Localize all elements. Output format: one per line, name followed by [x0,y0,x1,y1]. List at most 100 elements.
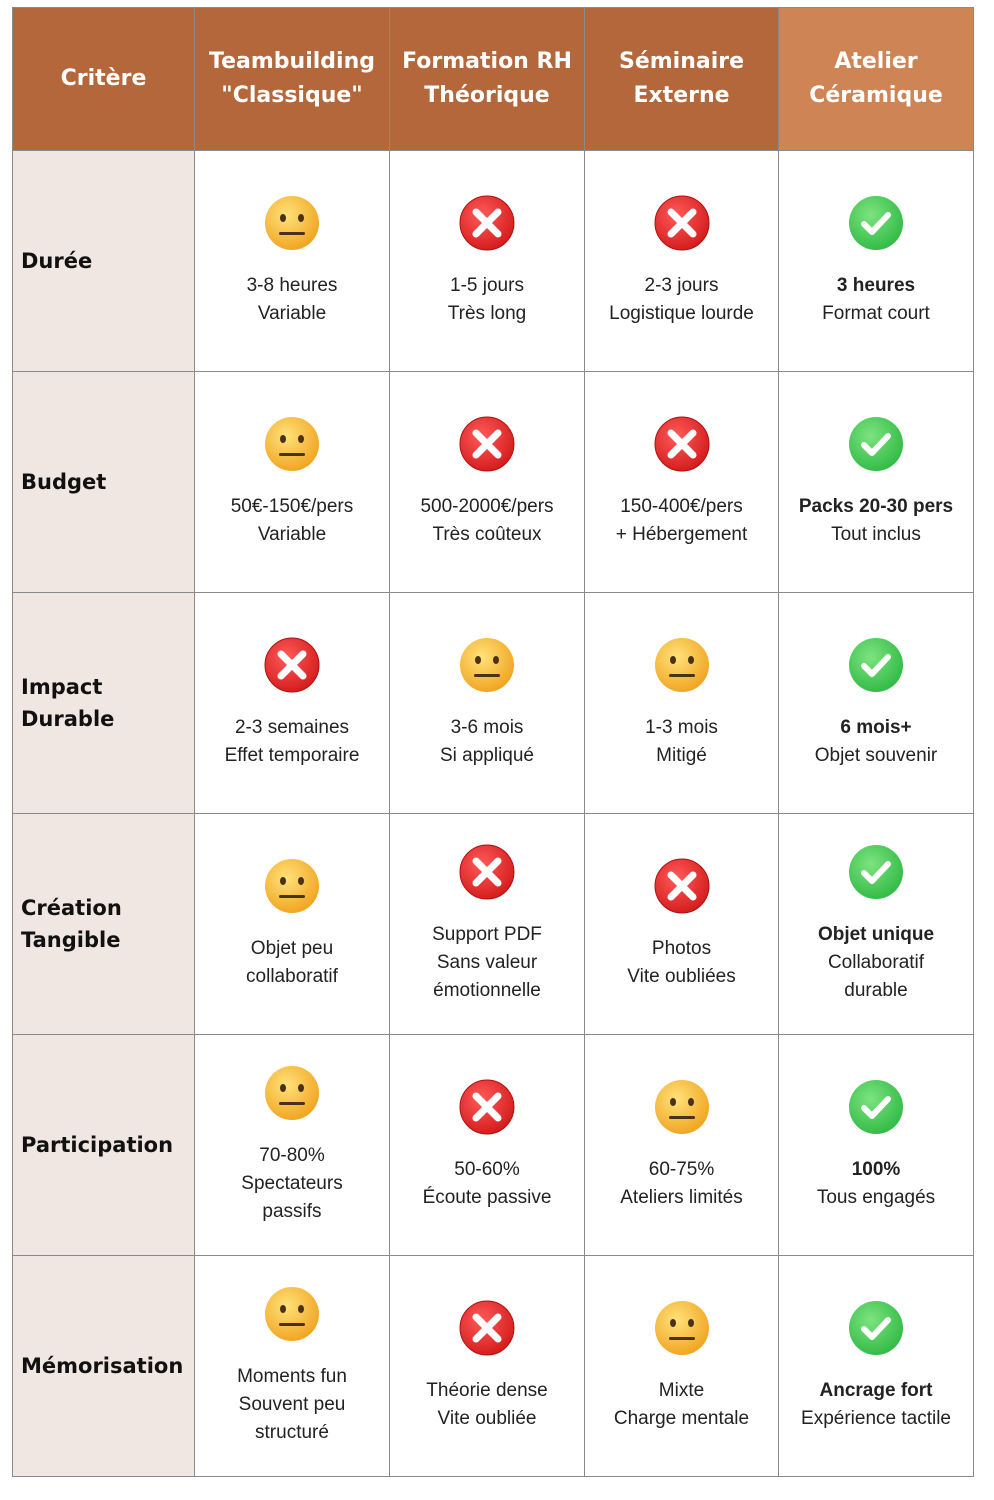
text-line: 100% [851,1159,901,1180]
header-cell: Formation RH Théorique [389,7,585,151]
row: Mémorisation Moments fun Souvent peu struc… [12,1255,974,1477]
text-line: 3-6 mois [450,717,524,738]
text-line: Support PDF [432,924,542,945]
row: Budget 50€-150€/pers Variable 500-2000€/p… [12,371,974,593]
row-label: Durée [12,150,195,372]
row: Participation 70-80% Spectateurs passifs 5… [12,1034,974,1256]
cell: 50€-150€/pers Variable [194,371,390,593]
text-line: Souvent peu [238,1394,346,1415]
neutral-icon [653,1299,711,1357]
text-line: Charge mentale [613,1408,750,1429]
text-line: 1-5 jours [450,275,524,296]
text-line: Céramique [809,83,943,108]
text-line: Spectateurs [241,1173,343,1194]
cell: Objet unique Collaboratif durable [778,813,974,1035]
text-line: Moments fun [237,1366,347,1387]
text-line: durable [844,980,908,1001]
text-line: Objet unique [817,924,935,945]
text-line: Mitigé [656,745,707,766]
cross-icon [653,194,711,252]
check-icon [847,1299,905,1357]
check-icon [847,194,905,252]
neutral-icon [263,1285,321,1343]
cross-icon [458,1078,516,1136]
header-cell: Séminaire Externe [584,7,779,151]
text-line: Atelier [834,49,918,74]
text-line: Logistique lourde [609,303,754,324]
cell: 2-3 semaines Effet temporaire [194,592,390,814]
text-line: 60-75% [648,1159,715,1180]
cell: 150-400€/pers + Hébergement [584,371,779,593]
cell: Mixte Charge mentale [584,1255,779,1477]
header-cell: Critère [12,7,195,151]
cross-icon [458,415,516,473]
cross-icon [458,1299,516,1357]
text-line: Teambuilding [209,49,375,74]
text-line: Théorie dense [426,1380,548,1401]
header-cell: Atelier Céramique [778,7,974,151]
row-label: Budget [12,371,195,593]
text-line: Objet souvenir [814,745,938,766]
text-line: Ateliers limités [620,1187,743,1208]
text-line: Séminaire [618,49,745,74]
comparison-table: Critère Teambuilding "Classique" Formatio… [12,7,974,1477]
text-line: 50€-150€/pers [230,496,354,517]
text-line: passifs [262,1201,322,1222]
text-line: Variable [257,303,327,324]
cell: 1-5 jours Très long [389,150,585,372]
cell: 3-8 heures Variable [194,150,390,372]
text-line: Budget [21,470,107,494]
text-line: Format court [822,303,930,324]
cross-icon [653,415,711,473]
cell: 50-60% Écoute passive [389,1034,585,1256]
header-cell: Teambuilding "Classique" [194,7,390,151]
cell: Moments fun Souvent peu structuré [194,1255,390,1477]
neutral-icon [458,636,516,694]
text-line: Création [21,896,122,920]
neutral-icon [263,194,321,252]
text-line: Mixte [658,1380,705,1401]
text-line: 3 heures [836,275,916,296]
text-line: Collaboratif [827,952,925,973]
cell: Packs 20-30 pers Tout inclus [778,371,974,593]
cell: 6 mois+ Objet souvenir [778,592,974,814]
row-label: Participation [12,1034,195,1256]
cell: 100% Tous engagés [778,1034,974,1256]
text-line: Écoute passive [422,1187,552,1208]
cell: 60-75% Ateliers limités [584,1034,779,1256]
cell: 3 heures Format court [778,150,974,372]
cell: 1-3 mois Mitigé [584,592,779,814]
cross-icon [263,636,321,694]
text-line: 50-60% [454,1159,520,1180]
text-line: Packs 20-30 pers [798,496,954,517]
cross-icon [458,194,516,252]
cell: 2-3 jours Logistique lourde [584,150,779,372]
text-line: Très long [447,303,527,324]
neutral-icon [263,1064,321,1122]
text-line: 6 mois+ [840,717,912,738]
text-line: Durable [21,707,115,731]
neutral-icon [263,415,321,473]
text-line: Photos [651,938,712,959]
text-line: Effet temporaire [224,745,360,766]
text-line: Théorique [424,83,550,108]
text-line: Mémorisation [21,1354,184,1378]
text-line: 1-3 mois [645,717,718,738]
text-line: émotionnelle [433,980,541,1001]
text-line: Impact [21,675,103,699]
text-line: 500-2000€/pers [420,496,554,517]
cell: 70-80% Spectateurs passifs [194,1034,390,1256]
neutral-icon [653,636,711,694]
cell: 3-6 mois Si appliqué [389,592,585,814]
text-line: structuré [255,1422,329,1443]
check-icon [847,843,905,901]
neutral-icon [653,1078,711,1136]
text-line: Ancrage fort [819,1380,933,1401]
cell: Ancrage fort Expérience tactile [778,1255,974,1477]
text-line: Tangible [21,928,121,952]
text-line: Vite oubliées [627,966,736,987]
row-label: Impact Durable [12,592,195,814]
text-line: Expérience tactile [801,1408,951,1429]
